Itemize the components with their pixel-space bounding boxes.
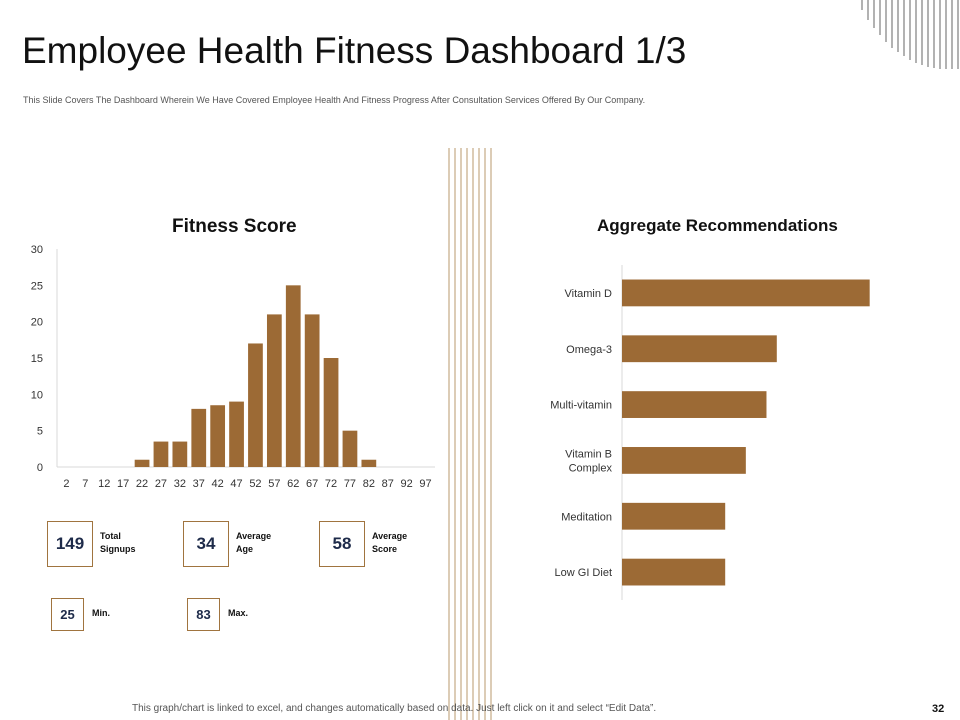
fitness-x-tick-label: 17: [117, 478, 129, 490]
recommendation-bar: [622, 502, 726, 530]
fitness-x-tick-label: 62: [287, 478, 299, 490]
recommendation-bar: [622, 279, 870, 307]
average-age-value: 34: [183, 521, 229, 567]
fitness-x-tick-label: 67: [306, 478, 318, 490]
fitness-x-tick-label: 97: [419, 478, 431, 490]
total-signups-value: 149: [47, 521, 93, 567]
fitness-x-tick-label: 92: [401, 478, 413, 490]
fitness-bar: [266, 314, 282, 467]
page-number: 32: [932, 703, 945, 715]
center-divider-lines: [448, 148, 492, 720]
fitness-x-tick-label: 37: [193, 478, 205, 490]
fitness-bar: [191, 408, 207, 467]
recommendation-category-label: Vitamin D: [565, 288, 613, 300]
average-age-label: Average Age: [236, 531, 272, 554]
min-score-label: Min.: [92, 608, 110, 618]
fitness-x-tick-label: 42: [212, 478, 224, 490]
fitness-bar: [248, 343, 263, 467]
footer-note: This graph/chart is linked to excel, and…: [132, 703, 657, 714]
recommendation-bar: [622, 335, 777, 363]
recommendation-category-label: Vitamin B Complex: [565, 448, 612, 474]
fitness-bar: [361, 459, 377, 467]
fitness-x-tick-label: 12: [98, 478, 110, 490]
fitness-x-tick-label: 32: [174, 478, 186, 490]
fitness-x-tick-label: 82: [363, 478, 375, 490]
max-score-label: Max.: [228, 608, 249, 618]
fitness-bar: [229, 401, 244, 467]
fitness-bar: [285, 285, 301, 467]
fitness-y-tick-label: 30: [31, 244, 43, 256]
recommendation-bar: [622, 391, 767, 418]
fitness-x-tick-label: 52: [249, 478, 261, 490]
fitness-y-tick-label: 10: [31, 389, 43, 401]
fitness-x-tick-label: 72: [325, 478, 337, 490]
fitness-y-tick-label: 5: [37, 426, 43, 438]
fitness-bar: [134, 459, 150, 467]
aggregate-recommendations-title: Aggregate Recommendations: [597, 216, 838, 235]
fitness-x-tick-label: 22: [136, 478, 148, 490]
min-score-value: 25: [51, 598, 84, 631]
fitness-x-tick-label: 27: [155, 478, 167, 490]
fitness-y-tick-label: 25: [31, 280, 43, 292]
corner-stripes-decoration: [861, 0, 959, 69]
fitness-x-tick-label: 47: [230, 478, 242, 490]
total-signups-label: Total Signups: [100, 531, 136, 554]
recommendation-category-label: Multi-vitamin: [550, 400, 612, 412]
fitness-bar: [304, 314, 320, 467]
fitness-bar: [342, 430, 358, 467]
fitness-score-title: Fitness Score: [172, 216, 297, 237]
recommendation-bar: [622, 558, 726, 586]
fitness-bar: [323, 358, 339, 467]
fitness-y-tick-label: 20: [31, 317, 43, 329]
fitness-x-tick-label: 57: [268, 478, 280, 490]
fitness-bar: [172, 441, 188, 467]
recommendation-bar: [622, 447, 746, 474]
average-score-value: 58: [319, 521, 365, 567]
recommendation-category-label: Low GI Diet: [555, 567, 612, 579]
fitness-x-tick-label: 87: [382, 478, 394, 490]
average-score-label: Average Score: [372, 531, 408, 554]
fitness-y-tick-label: 15: [31, 353, 43, 365]
recommendation-category-label: Omega-3: [566, 344, 612, 356]
page-title: Employee Health Fitness Dashboard 1/3: [22, 30, 687, 71]
fitness-x-tick-label: 2: [63, 478, 69, 490]
fitness-bar: [210, 405, 226, 467]
recommendation-category-label: Meditation: [561, 511, 612, 523]
fitness-y-tick-label: 0: [37, 462, 43, 474]
page-subtitle: This Slide Covers The Dashboard Wherein …: [23, 95, 646, 105]
fitness-x-tick-label: 7: [82, 478, 88, 490]
fitness-x-tick-label: 77: [344, 478, 356, 490]
max-score-value: 83: [187, 598, 220, 631]
fitness-bar: [153, 441, 169, 467]
